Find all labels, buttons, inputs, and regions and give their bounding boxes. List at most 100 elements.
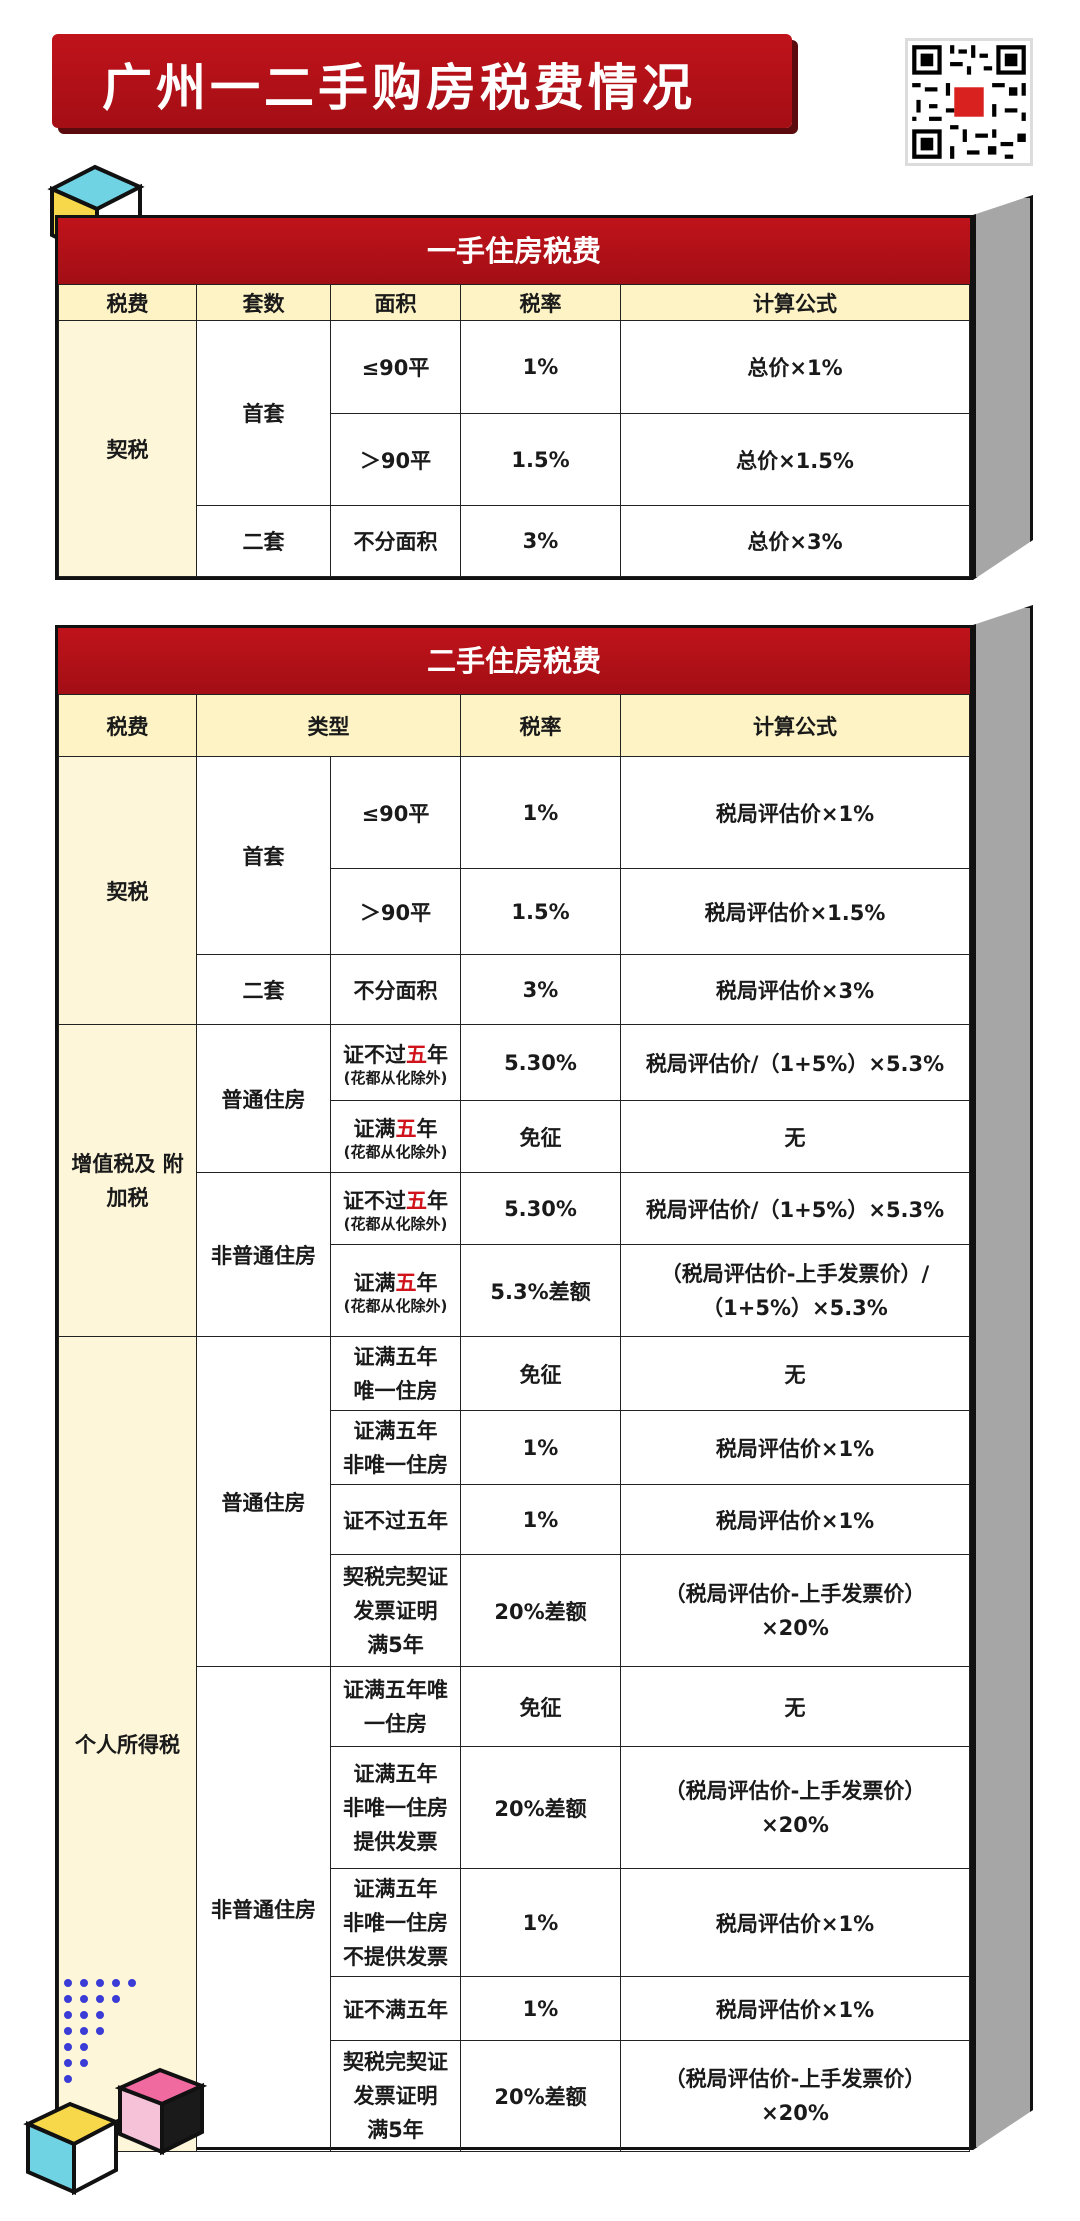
- col-header-rate: 税率: [460, 694, 621, 757]
- table-cell: （税局评估价-上手发票价）/ （1+5%）×5.3%: [620, 1244, 970, 1337]
- table-cell: 1%: [460, 1976, 621, 2041]
- table-cell: 无: [620, 1100, 970, 1173]
- formula-line: （税局评估价-上手发票价）/: [660, 1261, 930, 1286]
- table-cell: 证不过五年: [330, 1484, 461, 1555]
- col-header-formula: 计算公式: [620, 694, 970, 757]
- panel-side-shade: [973, 605, 1033, 2150]
- col-header-tax: 税费: [58, 283, 197, 322]
- table-cell: 总价×3%: [620, 505, 970, 577]
- non-ordinary-housing-cell: 非普通住房: [196, 1172, 331, 1337]
- col-header-type: 类型: [196, 694, 461, 757]
- type-line: 不提供发票: [343, 1944, 448, 1969]
- type-line: 证满五年: [353, 1876, 438, 1901]
- dot-pattern-decoration-icon: [64, 1979, 136, 2083]
- vat-tax-cell: 增值税及 附加税: [58, 1024, 197, 1337]
- table-cell: 证满五年唯一住房: [330, 1336, 461, 1411]
- cert-years-highlight: 五: [395, 1116, 417, 1141]
- table-cell: 20%差额: [460, 2040, 621, 2152]
- formula-line: ×20%: [761, 1812, 829, 1837]
- table-cell: 税局评估价×1%: [620, 1484, 970, 1555]
- table-cell: 3%: [460, 505, 621, 577]
- table-cell: 总价×1%: [620, 320, 970, 414]
- table-cell: ＞90平: [330, 412, 461, 507]
- exception-note: (花都从化除外): [343, 1142, 448, 1161]
- table-cell: 1%: [460, 320, 621, 414]
- cert-years-highlight: 五: [406, 1042, 427, 1067]
- type-line: 一住房: [364, 1711, 427, 1736]
- type-line: 非唯一住房: [343, 1910, 448, 1935]
- tax-name-cell: 契税: [58, 320, 197, 577]
- new-house-heading: 一手住房税费: [58, 218, 970, 286]
- page-title-banner: 广州一二手购房税费情况: [52, 34, 792, 128]
- col-header-tax: 税费: [58, 694, 197, 757]
- table-cell: ≤90平: [330, 320, 461, 414]
- cert-text: 年: [427, 1042, 448, 1067]
- table-cell: 1%: [460, 1868, 621, 1977]
- table-cell: 1.5%: [460, 868, 621, 955]
- table-cell: 税局评估价×3%: [620, 954, 970, 1025]
- cert-text: 年: [427, 1188, 448, 1213]
- new-house-table: 税费 套数 面积 税率 计算公式 契税 首套 ≤90平 1% 总价×1% ＞90…: [58, 283, 970, 577]
- table-cell: 证满五年 (花都从化除外): [330, 1244, 461, 1337]
- type-line: 契税完契证: [343, 2050, 448, 2074]
- cert-text: 年: [416, 1116, 438, 1141]
- table-cell: 证满五年唯一住房: [330, 1666, 461, 1747]
- type-line: 证满五年: [353, 1418, 438, 1443]
- table-cell: 税局评估价/（1+5%）×5.3%: [620, 1024, 970, 1101]
- type-line: 发票证明: [353, 2084, 438, 2108]
- type-line: 非唯一住房: [343, 1452, 448, 1477]
- table-cell: 证满五年 (花都从化除外): [330, 1100, 461, 1173]
- second-hand-heading: 二手住房税费: [58, 628, 970, 696]
- table-cell: 1.5%: [460, 412, 621, 507]
- first-suite-cell: 首套: [196, 756, 331, 955]
- formula-line: （1+5%）×5.3%: [702, 1295, 888, 1320]
- type-line: 契税完契证: [343, 1564, 448, 1589]
- col-header-area: 面积: [330, 283, 461, 322]
- cert-text: 证不过: [343, 1188, 406, 1213]
- table-cell: 20%差额: [460, 1554, 621, 1667]
- table-cell: 免征: [460, 1666, 621, 1747]
- table-cell: 免征: [460, 1336, 621, 1411]
- cert-text: 证不过: [343, 1042, 406, 1067]
- table-cell: 不分面积: [330, 505, 461, 577]
- type-line: 满5年: [367, 1632, 424, 1657]
- type-line: 证满五年: [353, 1344, 438, 1369]
- table-cell: （税局评估价-上手发票价） ×20%: [620, 2040, 970, 2152]
- table-cell: 证满五年 非唯一住房: [330, 1410, 461, 1485]
- table-cell: 1%: [460, 1484, 621, 1555]
- exception-note: (花都从化除外): [343, 1214, 448, 1233]
- type-line: 满5年: [367, 2118, 424, 2142]
- type-line: 非唯一住房: [343, 1795, 448, 1820]
- table-cell: 税局评估价×1%: [620, 1410, 970, 1485]
- col-header-formula: 计算公式: [620, 283, 970, 322]
- table-cell: 1%: [460, 756, 621, 869]
- qr-code[interactable]: [905, 38, 1033, 166]
- type-line: 发票证明: [353, 1598, 438, 1623]
- table-cell: ≤90平: [330, 756, 461, 869]
- second-suite-cell: 二套: [196, 505, 331, 577]
- table-cell: 证不过五年 (花都从化除外): [330, 1172, 461, 1245]
- second-hand-table: 税费 类型 税率 计算公式 契税 首套 ≤90平 1% 税局评估价×1% ＞90…: [58, 694, 970, 2152]
- new-house-tax-panel: 一手住房税费 税费 套数 面积 税率 计算公式 契税 首套 ≤90平 1% 总价…: [55, 215, 973, 580]
- table-cell: （税局评估价-上手发票价） ×20%: [620, 1554, 970, 1667]
- table-cell: 契税完契证发票证明满5年: [330, 2040, 461, 2152]
- non-ordinary-housing-cell: 非普通住房: [196, 1666, 331, 2152]
- type-line: 提供发票: [353, 1829, 438, 1854]
- table-cell: 税局评估价×1%: [620, 756, 970, 869]
- type-line: 证满五年: [353, 1761, 438, 1786]
- first-suite-cell: 首套: [196, 320, 331, 507]
- cert-text: 证满: [353, 1270, 396, 1295]
- cyan-cube-decoration-icon: [23, 2101, 121, 2196]
- page-title: 广州一二手购房税费情况: [102, 59, 696, 117]
- table-cell: 税局评估价×1%: [620, 1868, 970, 1977]
- type-line: 唯一住房: [353, 1378, 438, 1403]
- qr-code-image: [908, 41, 1030, 163]
- cert-text: 证满: [353, 1116, 396, 1141]
- table-cell: 无: [620, 1666, 970, 1747]
- table-cell: 1%: [460, 1410, 621, 1485]
- deed-tax-cell: 契税: [58, 756, 197, 1025]
- table-cell: 3%: [460, 954, 621, 1025]
- table-cell: 税局评估价×1%: [620, 1976, 970, 2041]
- pink-cube-decoration-icon: [114, 2067, 208, 2156]
- table-cell: 5.30%: [460, 1172, 621, 1245]
